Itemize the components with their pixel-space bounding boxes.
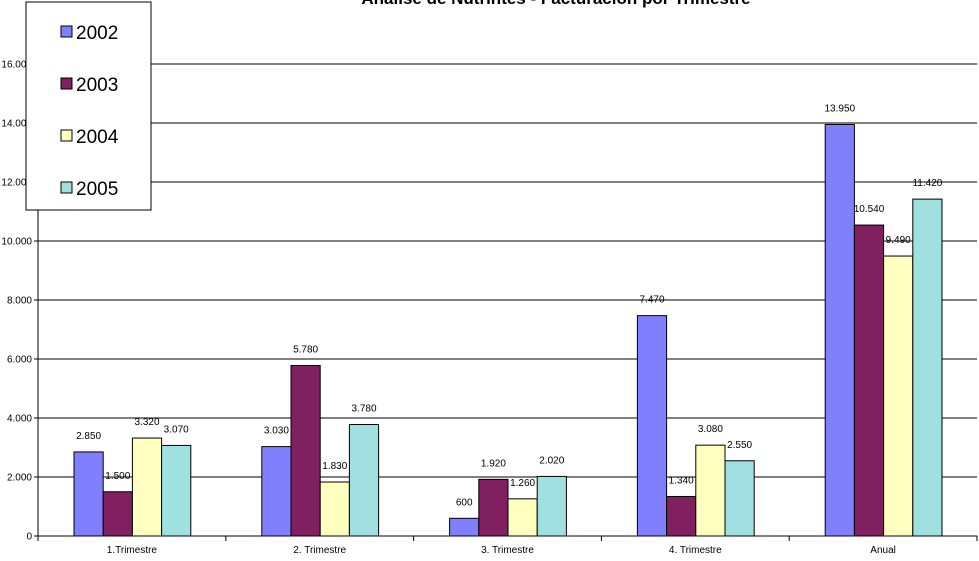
chart-title: Análise de Nutrintes - Facturación por T…: [361, 0, 750, 8]
legend-label: 2005: [76, 179, 118, 200]
y-tick-label: 4.000: [7, 414, 32, 425]
bar: [636, 315, 668, 537]
bar: [449, 517, 480, 537]
bar: [261, 446, 292, 537]
bar: [290, 364, 321, 537]
data-label: 10.540: [854, 204, 885, 215]
legend-label: 2004: [76, 127, 119, 148]
data-label: 3.030: [264, 426, 289, 437]
x-tick-label: 4. Trimestre: [669, 545, 722, 556]
y-tick-label: 6.000: [7, 355, 32, 366]
data-label: 1.260: [510, 478, 535, 489]
bar: [507, 498, 538, 537]
legend-swatch: [60, 77, 73, 90]
bar: [695, 444, 726, 537]
legend: 2002 2003 2004 2005: [25, 1, 152, 211]
gridlines: [38, 63, 977, 478]
data-label: 1.500: [105, 471, 130, 482]
legend-label: 2003: [76, 75, 118, 96]
data-label: 1.920: [481, 458, 506, 469]
data-label: 1.340: [669, 475, 694, 486]
y-tick-label: 0: [26, 532, 32, 543]
bar: [102, 491, 133, 537]
legend-box: [25, 1, 152, 211]
data-label: 3.070: [164, 424, 189, 435]
bar: [912, 198, 943, 537]
legend-swatch: [60, 25, 73, 38]
x-tick-label: 2. Trimestre: [293, 545, 346, 556]
bar: [666, 495, 697, 537]
bar: [478, 478, 509, 537]
data-label: 3.080: [698, 424, 723, 435]
data-labels: 2.850 1.500 3.320 3.070 3.030 5.780 1.830 3.780…: [76, 103, 943, 508]
data-label: 600: [456, 497, 473, 508]
data-label: 13.950: [825, 103, 856, 114]
axes: 0 2.000 4.000 6.000 8.000 10.000 12.000 14.000 1…: [1, 60, 978, 556]
data-label: 9.490: [886, 235, 911, 246]
data-label: 2.550: [727, 440, 752, 451]
x-tick-label: 3. Trimestre: [481, 545, 534, 556]
y-tick-label: 16.000: [1, 60, 32, 71]
data-label: 11.420: [912, 178, 942, 189]
y-tick-label: 8.000: [7, 296, 32, 307]
data-label: 2.020: [539, 455, 564, 466]
legend-swatch: [60, 129, 73, 142]
data-label: 3.320: [134, 417, 159, 428]
bar: [853, 224, 885, 537]
y-tick-label: 10.000: [1, 237, 32, 248]
data-label: 5.780: [293, 344, 318, 355]
y-tick-label: 2.000: [7, 473, 32, 484]
data-label: 1.830: [322, 461, 347, 472]
x-tick-label: Anual: [870, 545, 896, 556]
y-tick-label: 14.000: [1, 119, 32, 130]
bar: [824, 123, 855, 537]
legend-swatch: [60, 181, 73, 194]
bar: [131, 437, 163, 537]
bar: [319, 481, 350, 537]
data-label: 3.780: [351, 403, 376, 414]
bar: [73, 451, 104, 537]
bar: [536, 475, 567, 537]
y-tick-label: 12.000: [1, 178, 32, 189]
x-tick-label: 1.Trimestre: [107, 545, 158, 556]
bar: [724, 460, 755, 537]
bars: [73, 123, 943, 537]
data-label: 2.850: [76, 431, 101, 442]
bar: [161, 444, 192, 537]
legend-label: 2002: [76, 23, 118, 44]
bar: [883, 255, 914, 537]
bar: [348, 423, 380, 537]
data-label: 7.470: [639, 295, 664, 306]
